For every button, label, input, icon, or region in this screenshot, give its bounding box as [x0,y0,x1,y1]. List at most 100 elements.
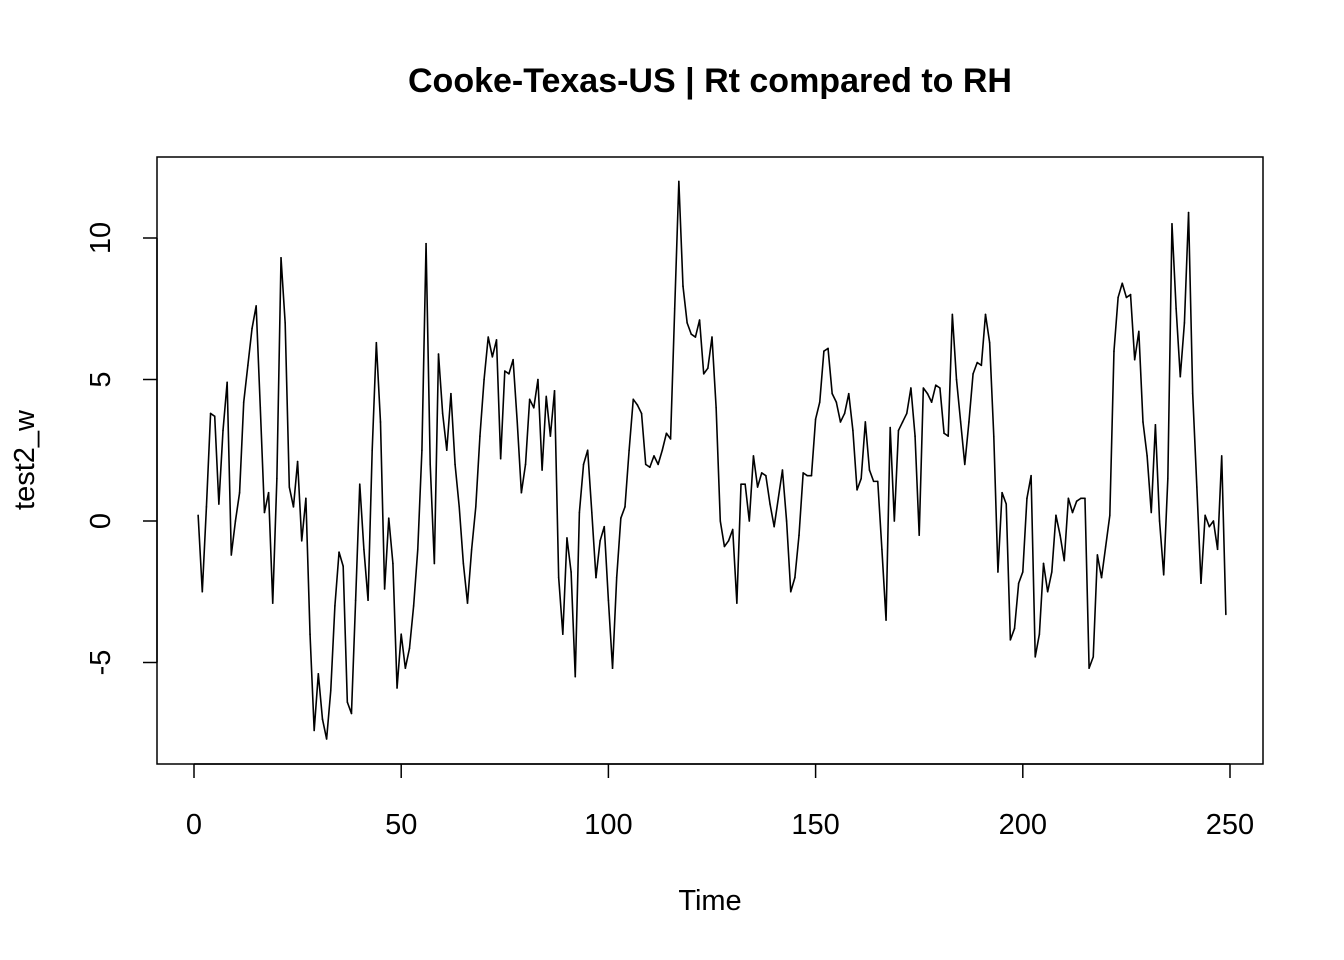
data-point [458,506,461,508]
data-point [669,438,672,440]
data-point [847,392,850,395]
data-point [454,463,456,466]
data-point [665,432,668,435]
data-point [400,633,403,635]
data-point [512,358,514,361]
data-point [566,537,568,539]
data-point [586,449,589,452]
data-point [474,506,477,508]
data-point [1017,582,1020,585]
data-point [226,381,228,384]
data-point [516,421,519,423]
data-point [814,418,817,420]
data-point [901,421,904,423]
data-point [1220,455,1223,457]
data-point [1187,211,1190,214]
data-point [1084,497,1086,500]
data-point [425,242,427,245]
data-point [375,341,378,344]
data-point [578,511,581,514]
data-point [1075,500,1078,502]
data-point [404,667,407,669]
data-point [1117,296,1119,299]
data-point [893,520,896,522]
data-point [905,412,908,415]
data-point [499,457,502,460]
data-point [1138,330,1140,333]
data-point [943,432,945,435]
data-point [922,387,925,389]
data-point [698,319,701,321]
data-point [910,387,912,389]
data-point [267,491,270,494]
data-point [284,322,286,324]
data-point [827,347,829,350]
data-point [881,548,883,551]
data-point [1030,474,1032,477]
data-point [872,480,875,483]
data-point [213,415,216,418]
data-point [1171,223,1173,225]
data-point [1133,358,1136,361]
data-point [864,421,867,423]
x-tick-label: 200 [999,809,1047,841]
data-point [1216,548,1219,551]
data-point [1067,497,1070,500]
data-point [682,285,684,287]
data-point [441,412,444,415]
data-point [1055,514,1057,517]
data-point [1212,520,1215,522]
data-point [255,305,257,307]
data-point [1183,322,1186,324]
data-point [599,540,601,542]
data-point [197,514,199,517]
data-point [678,180,680,183]
data-point [557,576,560,579]
data-point [1158,520,1161,522]
data-point [719,520,722,522]
data-point [1042,562,1045,565]
data-point [644,463,647,466]
data-point [338,551,340,553]
data-point [823,350,825,353]
data-point [1096,554,1099,556]
data-point [201,590,204,593]
data-point [462,562,465,565]
data-point [984,313,987,316]
data-point [508,373,510,375]
data-point [1104,545,1107,548]
data-point [383,588,386,590]
data-point [205,506,208,508]
data-point [885,619,887,621]
data-point [947,435,950,437]
data-point [271,602,274,604]
data-point [317,673,320,675]
data-point [325,738,328,740]
data-point [702,373,705,375]
data-point [321,718,324,720]
data-point [727,540,730,542]
data-point [487,336,490,338]
x-tick-label: 0 [186,809,202,841]
data-point [1092,656,1095,658]
data-point [1125,296,1128,299]
data-point [1121,282,1124,285]
data-point [748,520,751,522]
x-axis-label: Time [678,885,741,917]
data-point [479,435,481,437]
x-tick-label: 100 [584,809,632,841]
data-point [276,477,278,480]
data-point [860,477,862,480]
data-point [1175,307,1177,310]
data-point [835,401,838,403]
data-point [673,307,676,310]
data-point [876,480,879,483]
data-point [504,370,506,372]
data-point [1034,656,1037,658]
data-point [429,463,432,466]
data-point [992,435,995,437]
y-tick-label: 0 [85,513,117,529]
data-point [354,599,357,602]
data-point [926,392,929,395]
data-point [959,421,962,423]
